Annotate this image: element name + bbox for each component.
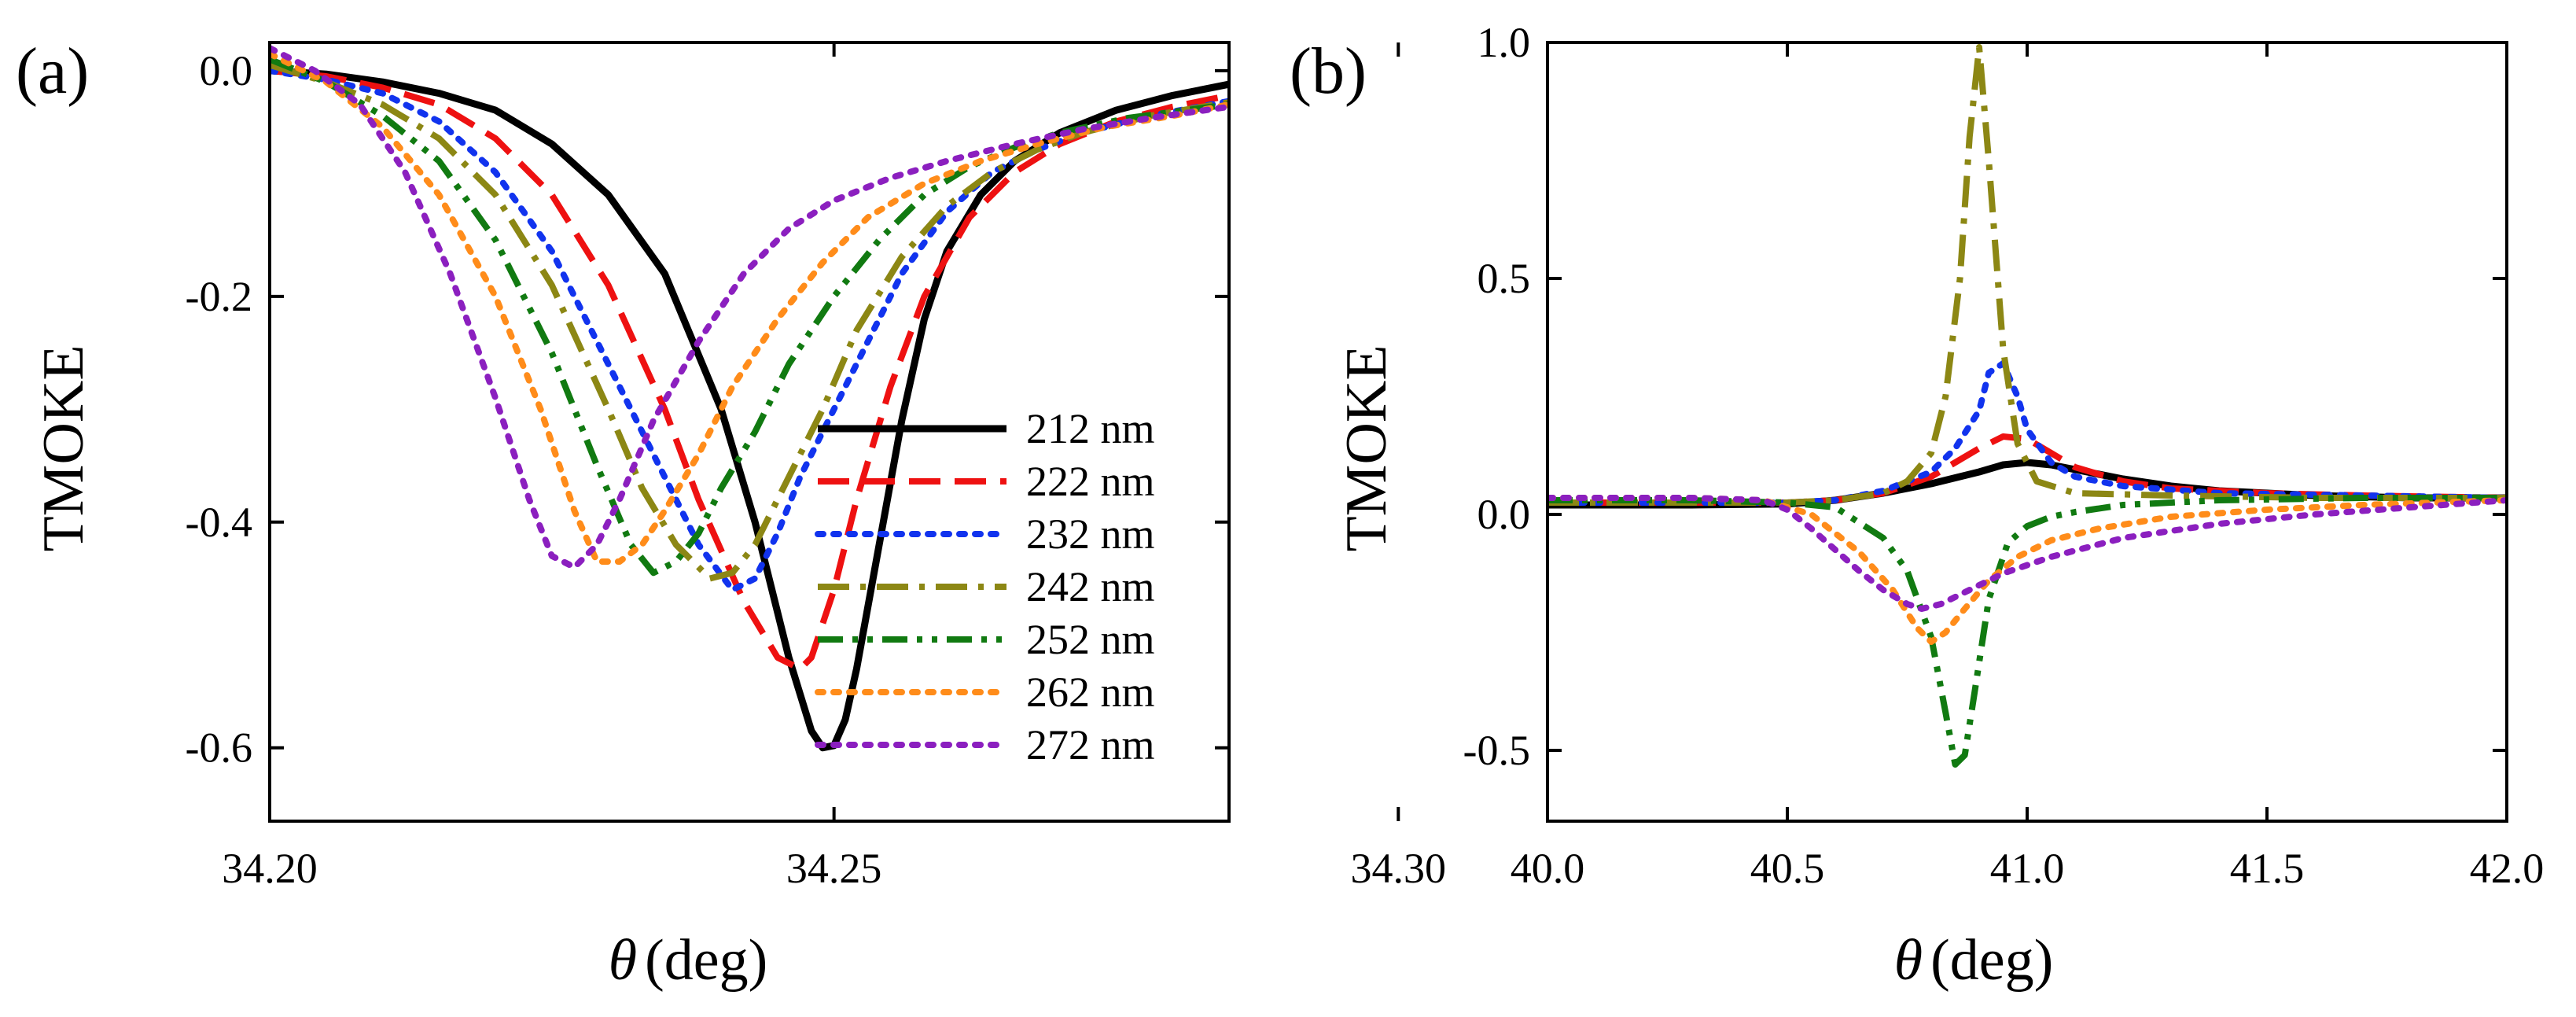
panel-a-ticks: 34.20 34.25 34.30 0.0 -0.2 -0.4 -0.6 [186, 42, 1447, 892]
panel-b-y-tick-label: 0.5 [1478, 255, 1531, 302]
legend-label: 252 nm [1026, 616, 1155, 663]
panel-a-x-tick-label: 34.20 [222, 845, 318, 892]
panel-a: (a) TMOKE θ (deg) 34.20 34.25 34.30 0.0 -0.2 -… [16, 35, 1446, 993]
panel-b-y-tick-label: 1.0 [1478, 19, 1531, 66]
panel-b-x-tick-label: 41.0 [1990, 845, 2065, 892]
panel-b: (b) TMOKE θ (deg) 40.0 40.5 41.0 41.5 42.0 1.0… [1290, 19, 2544, 993]
panel-b-y-tick-label: -0.5 [1463, 727, 1530, 774]
panel-a-series-line-242-nm [270, 61, 1229, 582]
panel-b-x-axis-label: θ (deg) [1894, 928, 2054, 993]
panel-a-series [270, 45, 1229, 752]
panel-b-series-line-222-nm [1547, 433, 2507, 506]
legend-label: 212 nm [1026, 405, 1155, 452]
panel-b-y-tick-label: 0.0 [1478, 491, 1531, 538]
panel-a-x-axis-unit: (deg) [645, 928, 767, 993]
panel-b-x-tick-label: 41.5 [2230, 845, 2305, 892]
panel-a-x-axis-label: θ (deg) [609, 928, 768, 993]
panel-b-x-tick-label: 40.0 [1511, 845, 1585, 892]
panel-a-label: (a) [16, 35, 89, 108]
panel-a-x-tick-label: 34.25 [786, 845, 882, 892]
panel-b-plot-frame [1546, 41, 2508, 823]
panel-b-label: (b) [1290, 35, 1367, 108]
panel-a-x-tick-label: 34.30 [1351, 845, 1447, 892]
panel-a-series-line-212-nm [270, 67, 1229, 752]
legend-label: 222 nm [1026, 458, 1155, 505]
panel-b-y-axis-label: TMOKE [1334, 345, 1399, 551]
panel-a-legend: 212 nm 222 nm 232 nm 242 nm 252 nm 262 nm 272 … [815, 405, 1155, 768]
legend-label: 242 nm [1026, 563, 1155, 610]
panel-b-series-line-252-nm [1547, 495, 2507, 768]
panel-a-y-axis-label: TMOKE [31, 345, 96, 551]
panel-b-x-axis-symbol: θ [1894, 928, 1923, 993]
panel-a-plot-frame [268, 41, 1231, 823]
panel-a-y-tick-label: -0.2 [186, 273, 252, 320]
panel-a-series-line-272-nm [270, 45, 1229, 571]
panel-a-y-tick-label: -0.6 [186, 724, 252, 772]
panel-a-series-line-262-nm [270, 50, 1229, 565]
panel-b-series-line-272-nm [1547, 495, 2507, 612]
panel-b-series [1547, 44, 2507, 768]
panel-b-ticks: 40.0 40.5 41.0 41.5 42.0 1.0 0.5 0.0 -0.5 [1463, 19, 2545, 892]
panel-a-y-tick-label: -0.4 [186, 499, 252, 546]
panel-b-series-line-232-nm [1547, 360, 2507, 506]
panel-a-x-axis-symbol: θ [609, 928, 637, 993]
panel-b-x-axis-unit: (deg) [1930, 928, 2053, 993]
legend-label: 232 nm [1026, 510, 1155, 558]
legend-label: 262 nm [1026, 669, 1155, 716]
panel-b-series-line-242-nm [1547, 44, 2507, 506]
panel-a-y-tick-label: 0.0 [200, 47, 253, 94]
panel-b-x-tick-label: 42.0 [2470, 845, 2545, 892]
legend-label: 272 nm [1026, 721, 1155, 768]
panel-b-series-line-262-nm [1547, 495, 2507, 645]
panel-b-x-tick-label: 40.5 [1750, 845, 1825, 892]
panel-a-series-line-222-nm [270, 67, 1229, 672]
